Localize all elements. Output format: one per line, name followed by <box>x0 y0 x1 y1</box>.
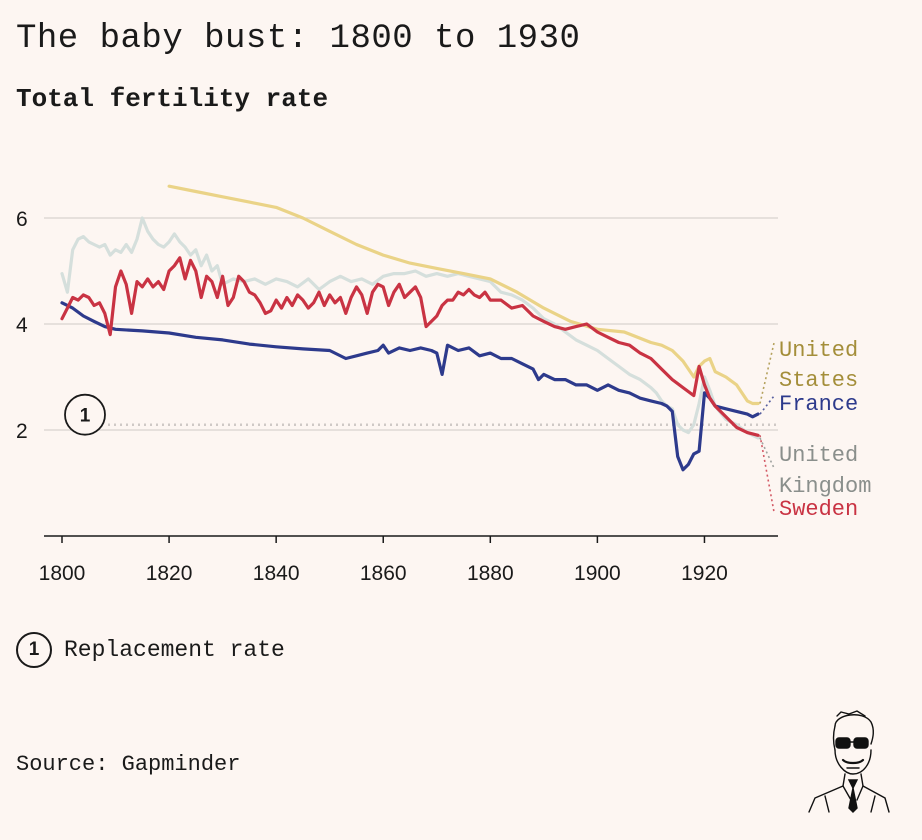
series-layer <box>60 184 760 472</box>
source-text: Source: Gapminder <box>16 752 241 777</box>
series-label-sweden: Sweden <box>779 497 858 522</box>
series-label-france: France <box>779 392 858 417</box>
axis-layer: 2 4 6 1 1800 1820 1840 1860 1880 1900 1920 <box>16 208 778 585</box>
x-tick-label: 1820 <box>146 562 193 585</box>
x-tick-label: 1840 <box>253 562 300 585</box>
x-tick-label: 1860 <box>360 562 407 585</box>
x-tick-label: 1900 <box>574 562 621 585</box>
label-leader-united-states <box>759 342 775 404</box>
replacement-badge-icon: 1 <box>16 632 52 668</box>
series-label-united-kingdom: United <box>779 443 858 468</box>
label-leader-france <box>759 395 775 415</box>
label-leader-sweden <box>759 435 775 513</box>
fertility-line-chart: 2 4 6 1 1800 1820 1840 1860 1880 1900 1920 United K… <box>16 184 871 585</box>
y-tick-label: 4 <box>16 314 28 337</box>
series-line-france <box>60 301 760 472</box>
y-tick-label: 6 <box>16 208 28 231</box>
chart-subtitle: Total fertility rate <box>16 84 329 114</box>
replacement-marker-icon <box>64 393 106 436</box>
label-leader-united-kingdom <box>759 437 775 469</box>
x-tick-label: 1920 <box>681 562 728 585</box>
author-portrait-icon <box>808 710 890 813</box>
series-label-united-states: States <box>779 368 858 393</box>
x-tick-label: 1880 <box>467 562 514 585</box>
series-line-united-kingdom <box>60 216 760 440</box>
series-label-united-states: United <box>779 338 858 363</box>
x-tick-label: 1800 <box>39 562 86 585</box>
series-line-sweden <box>60 256 760 437</box>
chart-title: The baby bust: 1800 to 1930 <box>16 20 581 58</box>
replacement-rate-note: 1 Replacement rate <box>16 632 285 668</box>
replacement-rate-label: Replacement rate <box>64 637 285 663</box>
grid-layer <box>44 217 778 431</box>
y-tick-label: 2 <box>16 420 28 443</box>
replacement-marker-label: 1 <box>80 406 91 427</box>
series-label-united-kingdom: Kingdom <box>779 474 871 499</box>
